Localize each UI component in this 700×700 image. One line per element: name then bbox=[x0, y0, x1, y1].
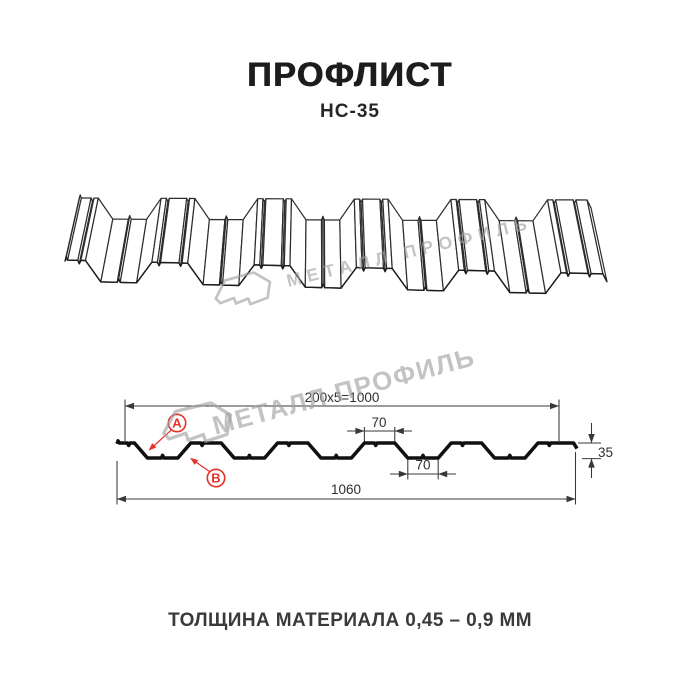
dim-arrow bbox=[355, 427, 365, 435]
metall-profil-logo-icon bbox=[162, 401, 233, 444]
profile-code: НС-35 bbox=[320, 101, 380, 122]
thickness-note: ТОЛЩИНА МАТЕРИАЛА 0,45 – 0,9 ММ bbox=[168, 610, 532, 631]
dim-arrow bbox=[588, 434, 595, 443]
logo-outline bbox=[214, 271, 272, 306]
dim-arrow bbox=[394, 427, 404, 435]
dim-arrow bbox=[398, 470, 408, 478]
cross-section-profile bbox=[115, 439, 579, 460]
dim-arrow bbox=[148, 443, 157, 451]
dim-rib-top-width: 70 bbox=[371, 415, 386, 430]
dim-arrow bbox=[190, 457, 199, 465]
leader-line-a bbox=[150, 429, 172, 449]
section-outline bbox=[115, 439, 579, 460]
label-b-text: B bbox=[211, 471, 220, 486]
dim-pitch-total: 200x5=1000 bbox=[305, 390, 380, 405]
dim-arrow bbox=[566, 495, 576, 503]
metall-profil-logo-icon bbox=[214, 271, 272, 306]
profile-3d-view bbox=[64, 194, 608, 295]
dim-arrow bbox=[588, 458, 595, 468]
extrusion-face bbox=[262, 198, 284, 267]
page-title: ПРОФЛИСТ bbox=[247, 56, 453, 94]
label-a-text: A bbox=[172, 416, 182, 431]
label-b-circle bbox=[206, 468, 226, 488]
dim-arrow bbox=[125, 402, 134, 410]
dim-arrow bbox=[438, 470, 448, 478]
label-inner-face: B bbox=[206, 468, 226, 488]
dim-overall-width: 1060 bbox=[331, 482, 361, 497]
front-profile-edge bbox=[64, 256, 608, 295]
dim-arrow bbox=[550, 402, 559, 410]
dim-arrow bbox=[117, 495, 126, 503]
dim-rib-bottom-width: 70 bbox=[415, 458, 430, 473]
dim-height: 35 bbox=[598, 445, 613, 460]
logo-outline bbox=[162, 401, 233, 444]
